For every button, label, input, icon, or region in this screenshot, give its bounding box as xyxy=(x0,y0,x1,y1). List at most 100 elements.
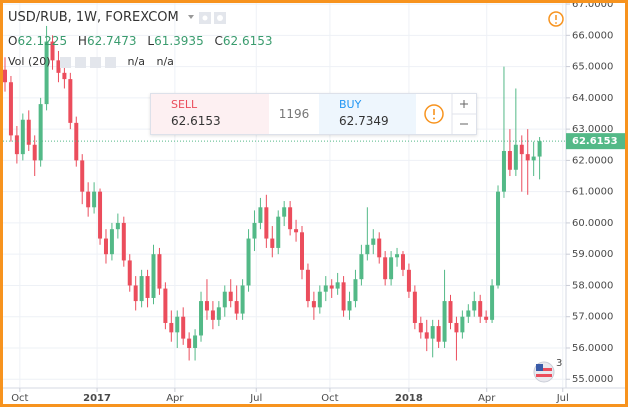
candle-body xyxy=(323,285,328,292)
candle-body xyxy=(133,285,138,302)
candle-body xyxy=(454,322,459,333)
ohlc-label: H xyxy=(77,34,87,48)
close-button xyxy=(105,56,117,68)
x-tick-label: Jul xyxy=(556,393,569,404)
y-tick-label: 61.0000 xyxy=(572,187,613,198)
candle-body xyxy=(466,310,471,317)
x-tick-label: Oct xyxy=(11,393,28,404)
candle-body xyxy=(496,191,501,286)
spread: 1196 xyxy=(278,107,310,121)
candle-body xyxy=(430,326,435,339)
y-tick-label: 67.0000 xyxy=(572,0,613,10)
settings-button xyxy=(75,56,87,68)
candle-body xyxy=(26,119,31,145)
candle-body xyxy=(311,301,316,308)
candle-body xyxy=(406,269,411,292)
candle-body xyxy=(68,79,73,123)
candle-body xyxy=(204,301,209,311)
dropdown-icon xyxy=(187,14,194,19)
ohlc-value: 62.7473 xyxy=(86,34,137,48)
candle-body xyxy=(525,154,530,161)
y-tick-label: 58.0000 xyxy=(572,280,613,291)
candle-body xyxy=(501,151,506,192)
candle-body xyxy=(359,254,364,280)
candle-body xyxy=(400,254,405,270)
candle-body xyxy=(127,260,132,286)
y-tick-label: 64.0000 xyxy=(572,93,613,104)
plus-button[interactable] xyxy=(460,100,468,108)
candle-body xyxy=(418,322,423,333)
candle-body xyxy=(32,144,37,161)
candle-body xyxy=(20,119,25,155)
candle-body xyxy=(436,326,441,342)
last-price-label: 62.6153 xyxy=(572,136,618,147)
badge[interactable]: 3 xyxy=(533,358,562,383)
y-tick-label: 63.0000 xyxy=(572,124,613,135)
candle-body xyxy=(240,285,245,314)
eye-icon xyxy=(202,15,208,20)
candle-body xyxy=(371,238,376,245)
candle-body xyxy=(44,41,49,105)
candle-body xyxy=(121,222,126,261)
last-price-tag xyxy=(566,133,628,150)
y-tick-label: 56.0000 xyxy=(572,343,613,354)
info-icon[interactable] xyxy=(424,104,444,124)
y-tick-label: 55.0000 xyxy=(572,374,613,385)
candle-body xyxy=(329,285,334,289)
candle-body xyxy=(377,238,382,258)
ohlc-value: 61.3935 xyxy=(154,34,204,48)
sell-price: 62.6153 xyxy=(171,114,221,128)
candle-body xyxy=(490,285,495,320)
y-tick-label: 62.0000 xyxy=(572,155,613,166)
settings-icon xyxy=(216,14,223,21)
candle-body xyxy=(8,82,13,136)
candle-body xyxy=(353,279,358,302)
x-tick-label: Apr xyxy=(478,393,496,404)
badge-flag-red xyxy=(536,374,552,377)
candle-body xyxy=(80,160,85,192)
candle-body xyxy=(157,254,162,289)
candle-body xyxy=(62,72,67,80)
candle-body xyxy=(519,144,524,155)
candle-body xyxy=(383,257,388,280)
candle-body xyxy=(258,207,263,223)
ohlc-value: 62.6153 xyxy=(222,34,273,48)
candle-body xyxy=(181,316,186,339)
volume-label: Vol (20) xyxy=(8,55,51,68)
candle-body xyxy=(210,310,215,320)
buy-label: BUY xyxy=(339,98,362,111)
candle-body xyxy=(234,301,239,314)
info-dot xyxy=(433,117,435,120)
x-tick-label: 2018 xyxy=(395,393,423,404)
y-tick-label: 57.0000 xyxy=(572,312,613,323)
candle-body xyxy=(92,191,97,208)
ohlc-label: L xyxy=(147,34,155,48)
candle-body xyxy=(288,207,293,230)
candle-body xyxy=(448,301,453,323)
candle-body xyxy=(14,135,19,155)
volume-icons[interactable] xyxy=(60,56,118,68)
alert-circle xyxy=(548,11,564,27)
candle-body xyxy=(115,222,120,230)
candle-body xyxy=(317,291,322,308)
volume-value: n/a xyxy=(156,55,174,68)
y-tick-label: 60.0000 xyxy=(572,218,613,229)
candle-body xyxy=(216,307,221,320)
x-tick-label: Apr xyxy=(166,393,184,404)
sell-button[interactable]: SELL 62.6153 xyxy=(151,94,269,134)
candle-body xyxy=(3,69,7,83)
candle-body xyxy=(513,144,518,170)
alert-icon[interactable] xyxy=(548,11,564,27)
eye-button xyxy=(60,56,72,68)
candle-body xyxy=(412,291,417,323)
y-tick-label: 59.0000 xyxy=(572,249,613,260)
title-icons[interactable] xyxy=(187,11,231,24)
buy-button[interactable]: BUY 62.7349 xyxy=(319,94,416,134)
symbol-title: USD/RUB, 1W, FOREXCOM xyxy=(8,10,231,25)
candle-body xyxy=(282,207,287,217)
x-tick-label: 2017 xyxy=(83,393,111,404)
candle-body xyxy=(199,301,204,336)
candle-body xyxy=(365,244,370,255)
candle-body xyxy=(246,238,251,286)
